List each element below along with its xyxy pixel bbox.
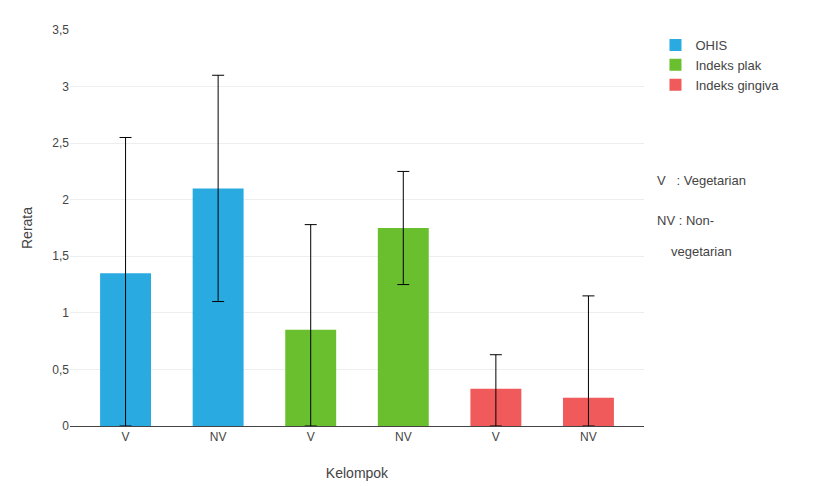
svg-text:0: 0 bbox=[62, 419, 69, 433]
svg-text:1,5: 1,5 bbox=[52, 249, 69, 263]
svg-text:OHIS: OHIS bbox=[695, 38, 727, 53]
svg-text:NV: NV bbox=[395, 430, 412, 444]
svg-text:2: 2 bbox=[62, 193, 69, 207]
svg-text:Kelompok: Kelompok bbox=[326, 465, 389, 481]
svg-text:V: V bbox=[492, 430, 500, 444]
svg-text:V: V bbox=[307, 430, 315, 444]
svg-text:Rerata: Rerata bbox=[19, 207, 35, 249]
svg-text:vegetarian: vegetarian bbox=[671, 244, 732, 259]
svg-text:0,5: 0,5 bbox=[52, 363, 69, 377]
svg-text:Indeks plak: Indeks plak bbox=[695, 58, 761, 73]
svg-text:NV : Non-: NV : Non- bbox=[657, 213, 714, 228]
svg-text:Indeks gingiva: Indeks gingiva bbox=[695, 78, 779, 93]
svg-text:1: 1 bbox=[62, 306, 69, 320]
svg-text:3,5: 3,5 bbox=[52, 23, 69, 37]
svg-text:2,5: 2,5 bbox=[52, 136, 69, 150]
svg-text:V: V bbox=[122, 430, 130, 444]
svg-text:3: 3 bbox=[62, 80, 69, 94]
svg-text:V : Vegetarian: V : Vegetarian bbox=[657, 173, 746, 188]
svg-text:NV: NV bbox=[210, 430, 227, 444]
svg-text:NV: NV bbox=[580, 430, 597, 444]
